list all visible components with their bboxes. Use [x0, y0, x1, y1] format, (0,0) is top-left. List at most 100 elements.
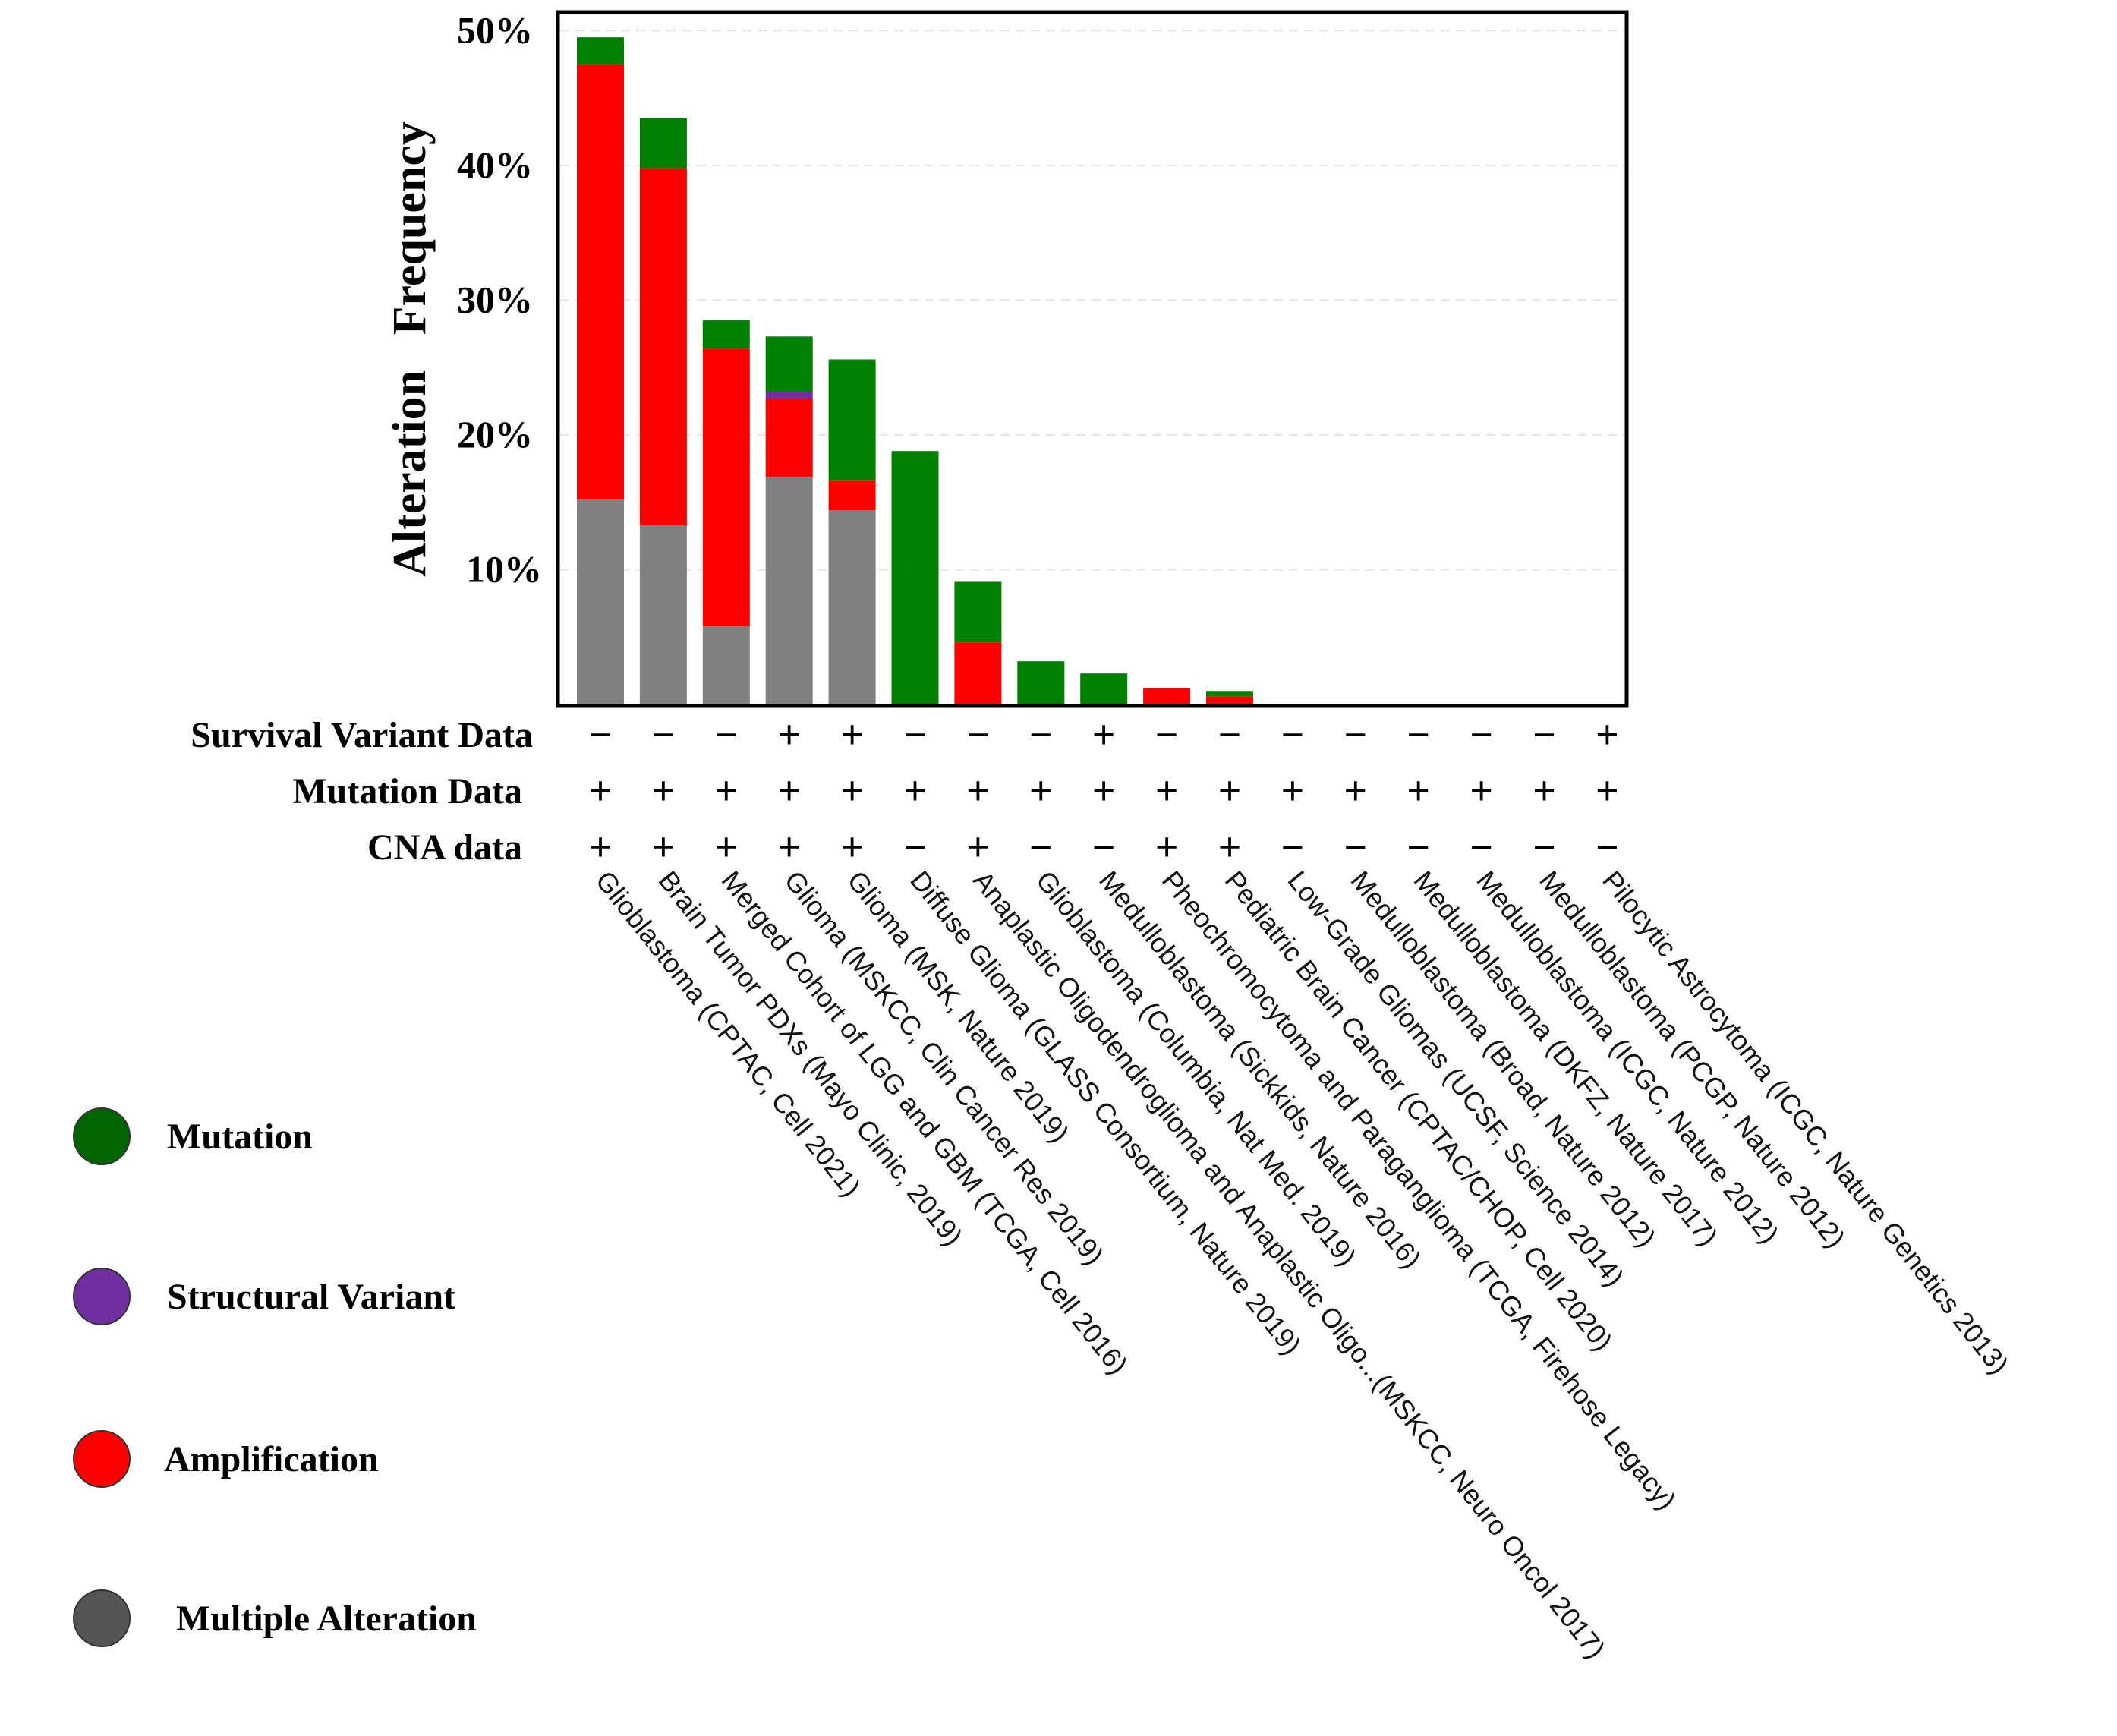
plus-mark: +: [714, 824, 738, 870]
plus-mark: +: [652, 768, 676, 814]
bar-segment-mutation: [828, 359, 876, 481]
minus-mark: −: [1533, 712, 1556, 758]
y-tick-label: 30%: [457, 278, 533, 320]
plot-frame: [556, 10, 1629, 708]
gridlines: [560, 30, 1624, 571]
minus-mark: −: [589, 712, 613, 758]
plus-mark: +: [1470, 768, 1493, 814]
y-axis-title: Alteration Frequency: [384, 121, 436, 577]
minus-mark: −: [1407, 824, 1430, 870]
bar-segment-mutation: [639, 118, 687, 169]
plus-mark: +: [966, 824, 990, 870]
minus-mark: −: [1092, 824, 1116, 870]
minus-mark: −: [1470, 712, 1493, 758]
y-axis: 10% 20% 30% 40% 50%: [457, 8, 542, 590]
legend-swatch: [73, 1430, 131, 1488]
data-availability-rows: Survival Variant Data − − − + + − − − + − − − − − − − +Mu…: [191, 712, 1619, 870]
plus-mark: +: [840, 824, 864, 870]
legend-label: Multiple Alteration: [176, 1599, 477, 1639]
legend-label: Amplification: [164, 1439, 379, 1479]
minus-mark: −: [1344, 824, 1367, 870]
bar-segment-mutation: [1206, 691, 1253, 697]
y-tick-label: 40%: [457, 143, 533, 186]
plus-mark: +: [1092, 712, 1116, 758]
bar-segment-mutation: [954, 581, 1002, 643]
plus-mark: +: [652, 824, 676, 870]
bars: [577, 37, 1253, 704]
row-label: Survival Variant Data: [191, 715, 533, 755]
plus-mark: +: [1029, 768, 1053, 814]
plus-mark: +: [777, 824, 801, 870]
bar-segment-mutation: [765, 336, 813, 392]
bar-segment-amplification: [1143, 688, 1191, 704]
minus-mark: −: [1218, 712, 1242, 758]
y-tick-label: 50%: [457, 8, 533, 51]
bar-segment-multiple-alteration: [577, 499, 624, 704]
plus-mark: +: [1155, 768, 1179, 814]
legend-label: Structural Variant: [167, 1277, 455, 1317]
plus-mark: +: [1596, 768, 1619, 814]
bar-segment-amplification: [702, 348, 750, 627]
plus-mark: +: [1281, 768, 1305, 814]
plus-mark: +: [589, 768, 613, 814]
bar-segment-mutation: [1080, 673, 1128, 704]
minus-mark: −: [1029, 712, 1053, 758]
plus-mark: +: [840, 712, 864, 758]
bar-segment-multiple-alteration: [828, 510, 876, 704]
bar-segment-amplification: [639, 168, 687, 525]
plus-mark: +: [1218, 768, 1242, 814]
bar-segment-multiple-alteration: [765, 476, 813, 704]
plus-mark: +: [1218, 824, 1242, 870]
bar-segment-amplification: [765, 398, 813, 477]
category-label: Pilocytic Astrocytoma (ICGC, Nature Gene…: [1596, 865, 2015, 1379]
bar-segment-mutation: [1017, 661, 1065, 704]
bar-segment-mutation: [577, 37, 624, 65]
minus-mark: −: [1155, 712, 1179, 758]
legend: Mutation Structural Variant Amplification M…: [73, 1107, 477, 1647]
minus-mark: −: [1596, 824, 1619, 870]
plus-mark: +: [903, 768, 927, 814]
bar-segment-mutation: [891, 451, 939, 704]
row-label: Mutation Data: [292, 771, 522, 811]
minus-mark: −: [1470, 824, 1493, 870]
legend-swatch: [73, 1107, 131, 1165]
plus-mark: +: [777, 712, 801, 758]
plus-mark: +: [1155, 824, 1179, 870]
bar-segment-amplification: [828, 480, 876, 511]
plus-mark: +: [1533, 768, 1556, 814]
plus-mark: +: [777, 768, 801, 814]
minus-mark: −: [652, 712, 676, 758]
minus-mark: −: [1344, 712, 1367, 758]
bar-segment-amplification: [954, 642, 1002, 704]
bar-segment-amplification: [577, 64, 624, 500]
y-tick-label: 10%: [466, 547, 542, 590]
minus-mark: −: [966, 712, 990, 758]
minus-mark: −: [1029, 824, 1053, 870]
legend-swatch: [73, 1268, 131, 1325]
plus-mark: +: [1344, 768, 1367, 814]
bar-segment-mutation: [702, 320, 750, 349]
minus-mark: −: [1407, 712, 1430, 758]
plus-mark: +: [1092, 768, 1116, 814]
category-labels: Glioblastoma (CPTAC, Cell 2021)Brain Tum…: [590, 865, 2015, 1664]
minus-mark: −: [903, 712, 927, 758]
bar-segment-multiple-alteration: [639, 525, 687, 704]
plus-mark: +: [840, 768, 864, 814]
legend-label: Mutation: [167, 1117, 313, 1157]
plus-mark: +: [1596, 712, 1619, 758]
row-label: CNA data: [367, 827, 522, 868]
plus-mark: +: [1407, 768, 1430, 814]
minus-mark: −: [714, 712, 738, 758]
minus-mark: −: [1281, 824, 1305, 870]
plus-mark: +: [966, 768, 990, 814]
bar-segment-multiple-alteration: [702, 626, 750, 704]
plus-mark: +: [589, 824, 613, 870]
bar-segment-amplification: [1206, 696, 1253, 704]
bar-segment-structural-variant: [765, 392, 813, 399]
minus-mark: −: [903, 824, 927, 870]
plus-mark: +: [714, 768, 738, 814]
legend-swatch: [73, 1589, 131, 1647]
y-tick-label: 20%: [457, 413, 533, 455]
minus-mark: −: [1533, 824, 1556, 870]
